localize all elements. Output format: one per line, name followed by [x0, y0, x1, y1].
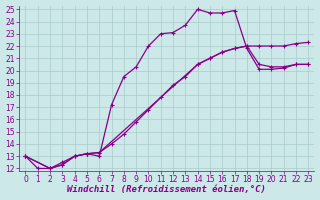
X-axis label: Windchill (Refroidissement éolien,°C): Windchill (Refroidissement éolien,°C): [68, 185, 266, 194]
